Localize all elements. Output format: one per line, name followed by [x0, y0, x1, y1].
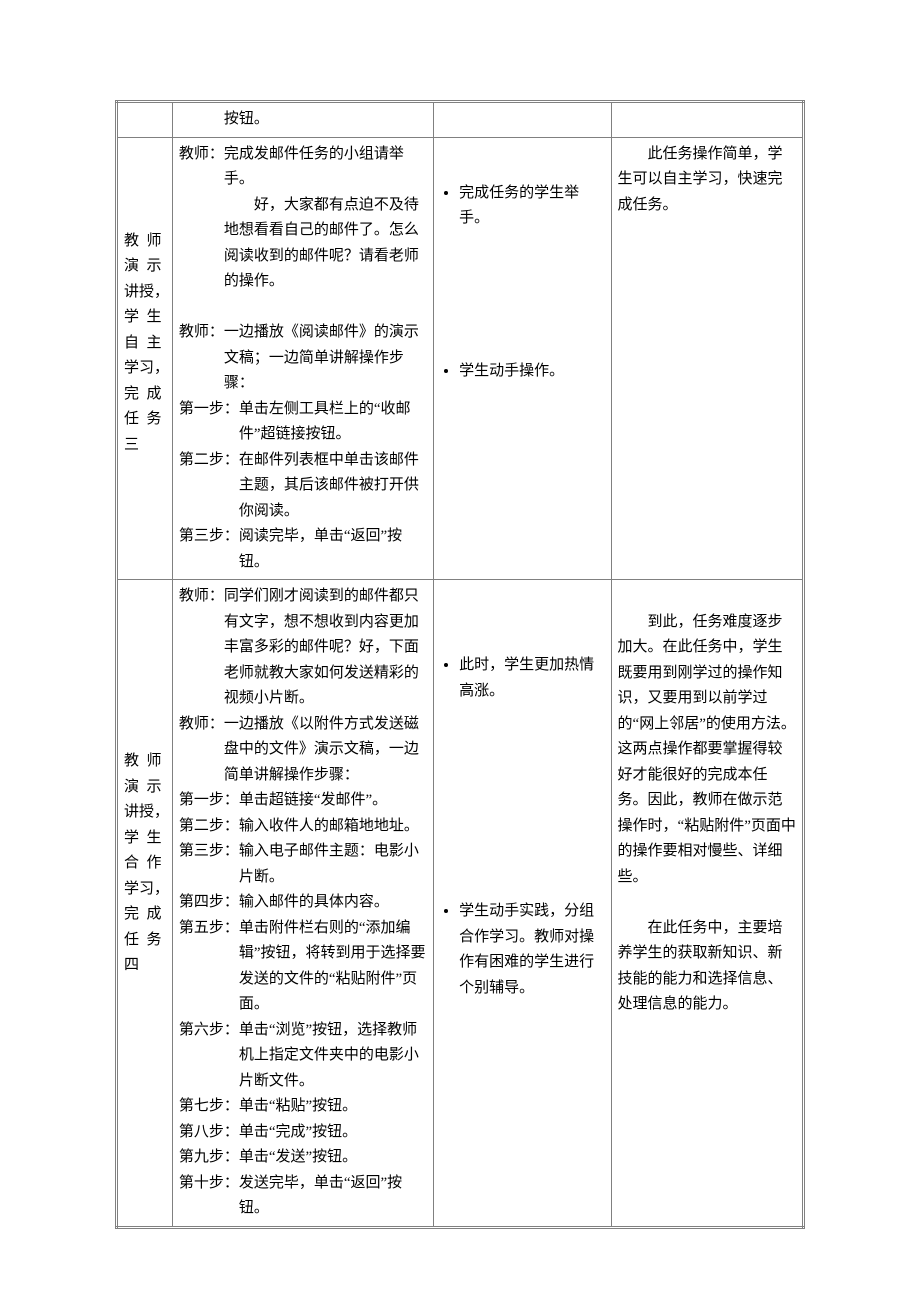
stage-label: 完成	[124, 382, 166, 408]
stage-label: 演示	[124, 775, 166, 801]
teacher-speech: 好，大家都有点迫不及待地想看看自己的邮件了。怎么阅读收到的邮件呢？请看老师的操作…	[179, 193, 427, 295]
stage-label: 自主	[124, 331, 166, 357]
note-text: 此任务操作简单，学生可以自主学习，快速完成任务。	[618, 142, 796, 219]
step-text: 第十步：发送完毕，单击“返回”按钮。	[179, 1171, 427, 1222]
stage-label: 讲授，	[124, 280, 166, 306]
cell-notes: 到此，任务难度逐步加大。在此任务中，学生既要用到刚学过的操作知识，又要用到以前学…	[611, 580, 803, 1228]
stage-label: 合作	[124, 851, 166, 877]
table-row: 教师 演示 讲授， 学生 合作 学习， 完成 任务 四 教师：同学们刚才阅读到的…	[117, 580, 804, 1228]
stage-label: 讲授，	[124, 800, 166, 826]
stage-label: 教师	[124, 229, 166, 255]
cell-teacher: 按钮。	[172, 102, 433, 138]
student-activity: 完成任务的学生举手。	[459, 181, 604, 232]
step-text: 第二步：在邮件列表框中单击该邮件主题，其后该邮件被打开供你阅读。	[179, 448, 427, 525]
lesson-plan-table: 按钮。 教师 演示 讲授， 学生 自主 学习， 完成 任务 三 教师：完成发邮件…	[115, 100, 805, 1229]
note-text: 到此，任务难度逐步加大。在此任务中，学生既要用到刚学过的操作知识，又要用到以前学…	[618, 610, 796, 891]
step-text: 第九步：单击“发送”按钮。	[179, 1145, 427, 1171]
step-text: 第三步：阅读完毕，单击“返回”按钮。	[179, 524, 427, 575]
stage-label: 学习，	[124, 356, 166, 382]
step-text: 第八步：单击“完成”按钮。	[179, 1120, 427, 1146]
step-text: 第七步：单击“粘贴”按钮。	[179, 1094, 427, 1120]
stage-label: 学生	[124, 826, 166, 852]
cell-stage: 教师 演示 讲授， 学生 自主 学习， 完成 任务 三	[117, 137, 173, 580]
stage-label: 学习，	[124, 877, 166, 903]
table-row: 按钮。	[117, 102, 804, 138]
teacher-speech: 教师：完成发邮件任务的小组请举手。	[179, 142, 427, 193]
note-text: 在此任务中，主要培养学生的获取新知识、新技能的能力和选择信息、处理信息的能力。	[618, 916, 796, 1018]
table-row: 教师 演示 讲授， 学生 自主 学习， 完成 任务 三 教师：完成发邮件任务的小…	[117, 137, 804, 580]
student-activity: 学生动手实践，分组合作学习。教师对操作有困难的学生进行个别辅导。	[459, 899, 604, 1001]
teacher-speech: 教师：一边播放《以附件方式发送磁盘中的文件》演示文稿，一边简单讲解操作步骤：	[179, 712, 427, 789]
stage-label: 学生	[124, 305, 166, 331]
cell-teacher: 教师：同学们刚才阅读到的邮件都只有文字，想不想收到内容更加丰富多彩的邮件呢？好，…	[172, 580, 433, 1228]
page-container: 按钮。 教师 演示 讲授， 学生 自主 学习， 完成 任务 三 教师：完成发邮件…	[0, 0, 920, 1289]
student-activity: 此时，学生更加热情高涨。	[459, 653, 604, 704]
step-text: 第六步：单击“浏览”按钮，选择教师机上指定文件夹中的电影小片断文件。	[179, 1018, 427, 1095]
student-activity: 学生动手操作。	[459, 359, 604, 385]
stage-label: 任务	[124, 928, 166, 954]
cell-notes: 此任务操作简单，学生可以自主学习，快速完成任务。	[611, 137, 803, 580]
stage-label: 任务	[124, 407, 166, 433]
cell-stage: 教师 演示 讲授， 学生 合作 学习， 完成 任务 四	[117, 580, 173, 1228]
teacher-speech: 教师：同学们刚才阅读到的邮件都只有文字，想不想收到内容更加丰富多彩的邮件呢？好，…	[179, 584, 427, 712]
cell-teacher: 教师：完成发邮件任务的小组请举手。 好，大家都有点迫不及待地想看看自己的邮件了。…	[172, 137, 433, 580]
text-continuation: 按钮。	[179, 107, 427, 133]
stage-label: 四	[124, 953, 166, 979]
step-text: 第二步：输入收件人的邮箱地地址。	[179, 814, 427, 840]
stage-label: 三	[124, 433, 166, 459]
step-text: 第三步：输入电子邮件主题：电影小片断。	[179, 839, 427, 890]
cell-notes	[611, 102, 803, 138]
cell-stage	[117, 102, 173, 138]
teacher-speech: 教师：一边播放《阅读邮件》的演示文稿；一边简单讲解操作步骤：	[179, 320, 427, 397]
cell-student: 此时，学生更加热情高涨。 学生动手实践，分组合作学习。教师对操作有困难的学生进行…	[433, 580, 611, 1228]
cell-student	[433, 102, 611, 138]
step-text: 第五步：单击附件栏右则的“添加编辑”按钮，将转到用于选择要发送的文件的“粘贴附件…	[179, 916, 427, 1018]
step-text: 第一步：单击超链接“发邮件”。	[179, 788, 427, 814]
cell-student: 完成任务的学生举手。 学生动手操作。	[433, 137, 611, 580]
stage-label: 教师	[124, 749, 166, 775]
stage-label: 完成	[124, 902, 166, 928]
step-text: 第一步：单击左侧工具栏上的“收邮件”超链接按钮。	[179, 397, 427, 448]
stage-label: 演示	[124, 254, 166, 280]
step-text: 第四步：输入邮件的具体内容。	[179, 890, 427, 916]
